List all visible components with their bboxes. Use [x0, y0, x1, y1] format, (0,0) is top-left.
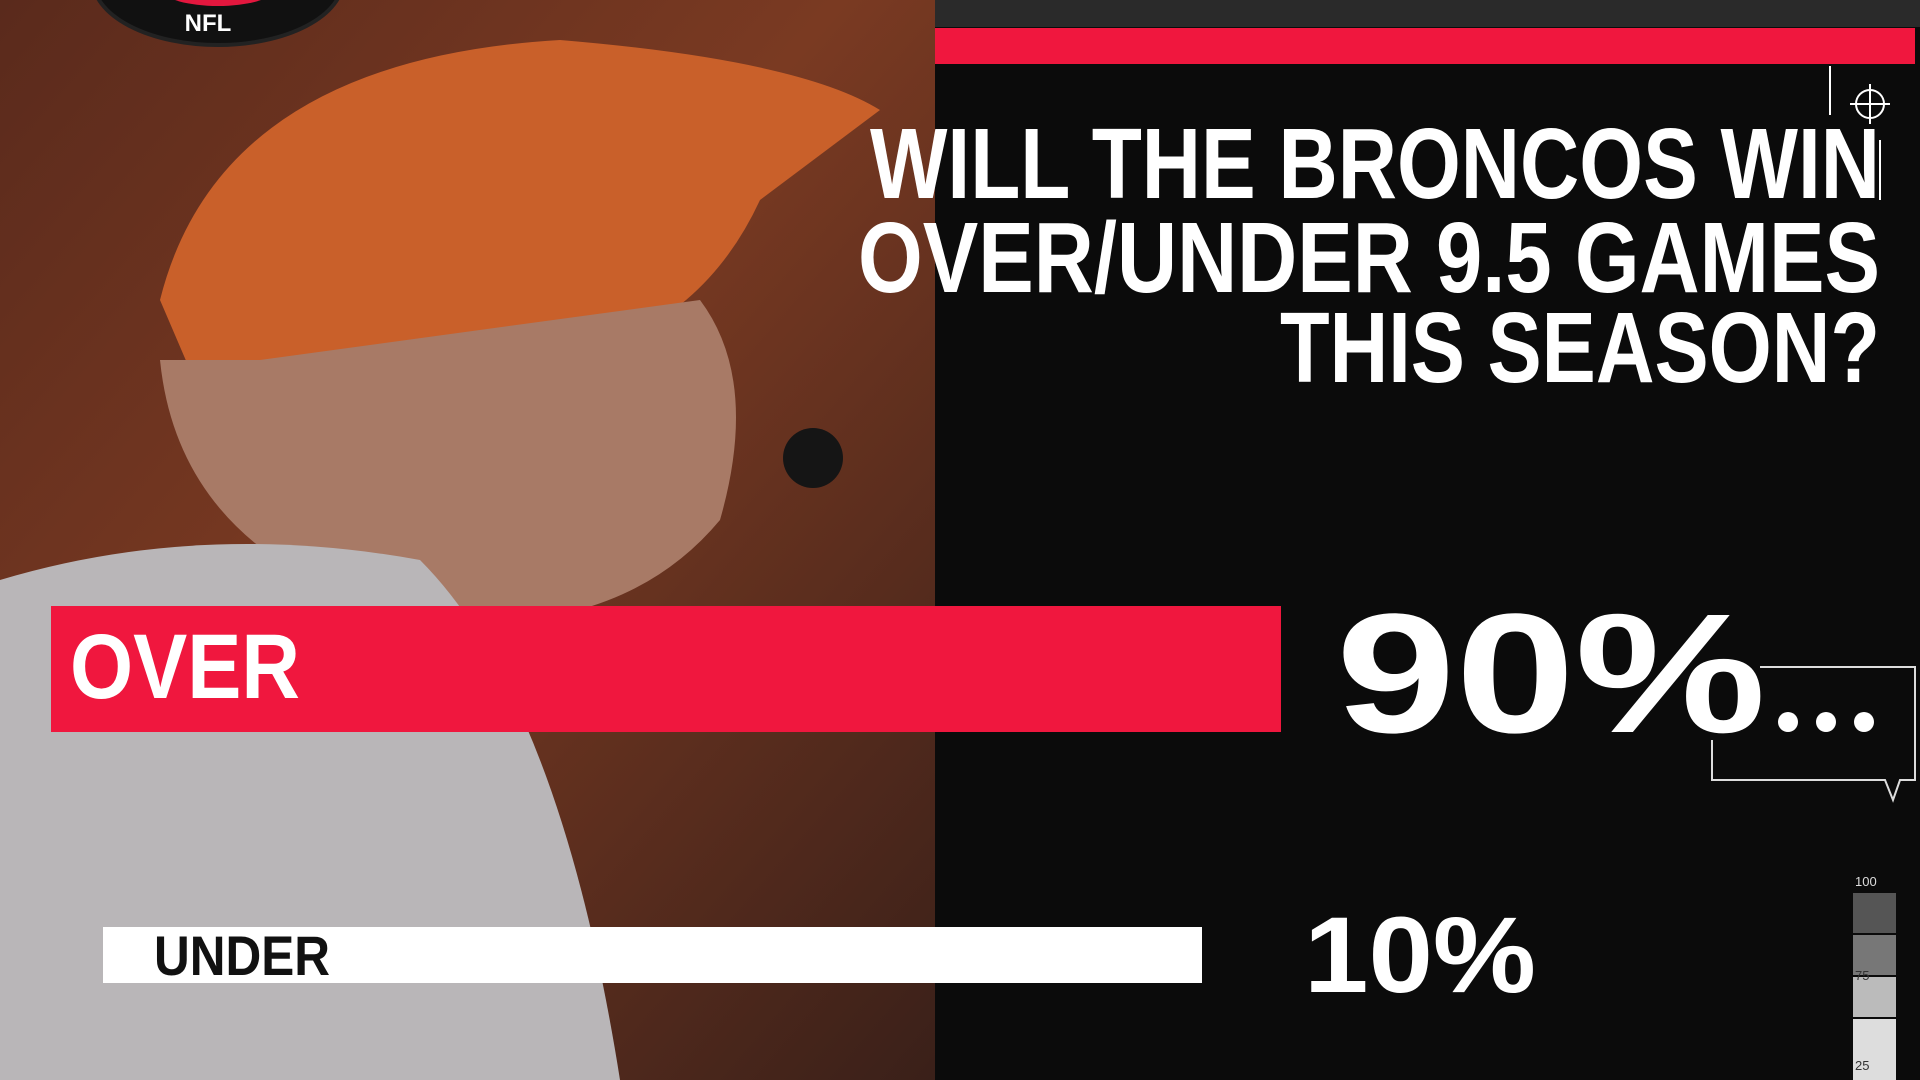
option-label: UNDER [154, 924, 330, 987]
face [160, 300, 736, 623]
gauge-label: 25 [1855, 1058, 1869, 1073]
header-accent [935, 28, 1915, 64]
option-percent: 90% [1336, 579, 1766, 769]
option-bar [103, 927, 1202, 983]
header-bar [935, 0, 1920, 27]
crosshair [1829, 66, 1890, 200]
microphone [783, 428, 843, 488]
logo-text: NFL [185, 10, 232, 37]
ellipsis [1778, 712, 1874, 732]
question-line: WILL THE BRONCOS WIN [870, 108, 1880, 220]
option-bar [51, 606, 1281, 732]
gauge-label: 75 [1855, 968, 1869, 983]
gauge-segment [1853, 935, 1896, 975]
gauge-segment [1853, 1019, 1896, 1080]
logo-badge [96, 0, 340, 47]
question-line: OVER/UNDER 9.5 GAMES [858, 202, 1880, 314]
gauge-segment [1853, 893, 1896, 933]
option-label: OVER [70, 616, 300, 718]
gauge-segment [1853, 977, 1896, 1017]
cap [160, 40, 880, 374]
logo-mark [175, 0, 261, 6]
option-percent: 10% [1304, 894, 1536, 1015]
question-line: THIS SEASON? [1280, 292, 1880, 404]
speech-bubble [1711, 666, 1916, 803]
gauge-label: 100 [1855, 874, 1877, 889]
